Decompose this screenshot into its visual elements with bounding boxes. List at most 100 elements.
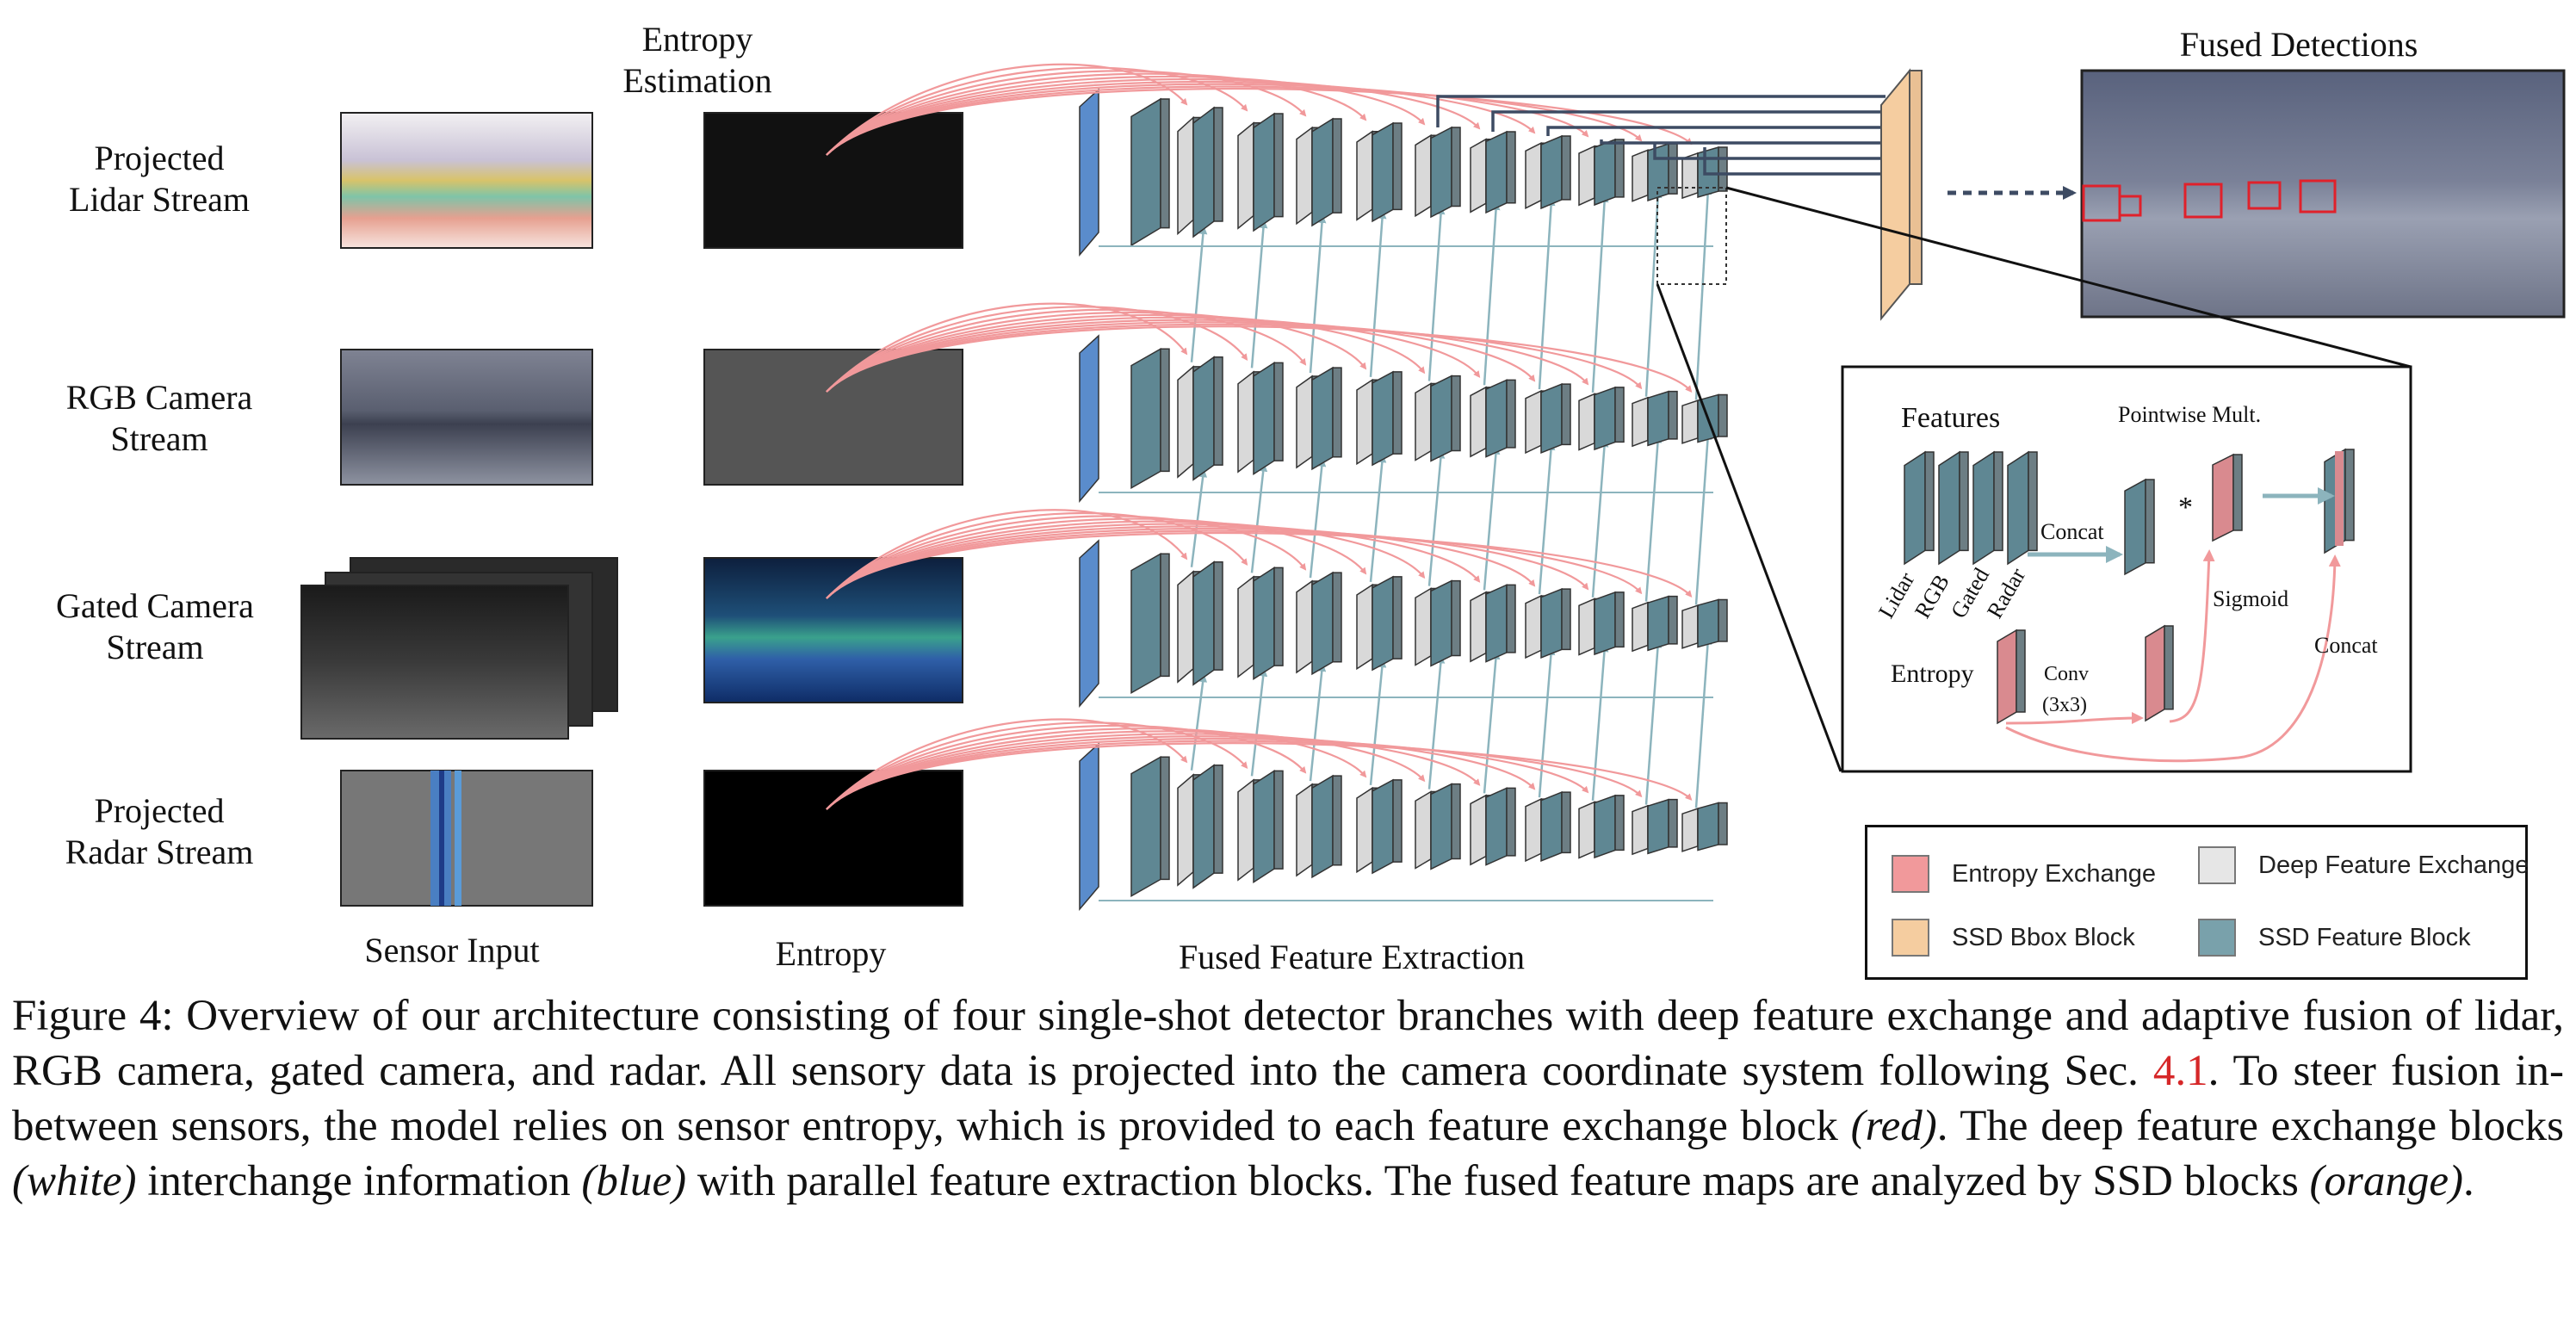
gated-entropy-image: [703, 557, 963, 703]
legend-swatch: [2198, 919, 2236, 957]
figure-caption: Figure 4: Overview of our architecture c…: [12, 988, 2564, 1209]
entropy-exchange-line: [826, 316, 1481, 393]
inset-conv-block: [2145, 624, 2174, 722]
feature-exchange-line: [1427, 206, 1446, 381]
ssd-feature-block: [1485, 130, 1516, 214]
ssd-feature-block: [1253, 567, 1284, 680]
feature-exchange-line: [1591, 194, 1609, 393]
feature-exchange-line: [1369, 454, 1387, 582]
entropy-estimation-line1: Entropy: [641, 20, 753, 59]
ssd-connection-line: [1703, 147, 1886, 176]
caption-italic: (blue): [581, 1157, 687, 1205]
radar-stream-label: Projected Radar Stream: [17, 790, 301, 873]
ssd-feature-block: [1594, 138, 1625, 207]
legend-item-ssd-bbox-block: SSD Bbox Block: [1892, 919, 2135, 957]
inset-blocks: [1904, 448, 2355, 725]
legend-item-deep-feature-exchange: Deep Feature Exchange: [2198, 846, 2529, 884]
feature-exchange-line: [1694, 186, 1712, 400]
fused-detections-title: Fused Detections: [2179, 25, 2418, 64]
feature-exchange-line: [1309, 457, 1327, 579]
caption-text: Overview of our architecture consisting …: [12, 992, 2564, 1095]
inset-features-label: Features: [1901, 402, 2000, 434]
entropy-exchange-line: [826, 724, 1307, 810]
ssd-feature-block: [1192, 356, 1223, 481]
ssd-feature-block: [1130, 755, 1170, 898]
feature-exchange-line: [1644, 189, 1663, 397]
inset-concat-label: Concat: [2040, 519, 2104, 544]
ssd-feature-block: [1130, 552, 1170, 695]
entropy-exchange-line: [826, 523, 1481, 599]
ssd-feature-block: [1130, 97, 1170, 247]
sensor-input-label: Sensor Input: [364, 931, 540, 969]
ssd-feature-block: [1485, 787, 1516, 866]
inset-feature-block: [1904, 450, 1935, 566]
radar-entropy-image: [703, 770, 963, 907]
entropy-exchange-line: [826, 515, 1307, 599]
rgb-stream-label-line2: Stream: [110, 419, 208, 458]
feature-exchange-line: [1427, 654, 1446, 790]
entropy-exchange-line: [826, 75, 1426, 156]
inset-feature-block: [2007, 450, 2038, 566]
inset-entropy-label: Entropy: [1891, 660, 1974, 688]
entropy-exchange-line: [826, 511, 1248, 599]
ssd-bbox-block: [1880, 68, 1923, 321]
feature-exchange-line: [1694, 430, 1712, 605]
rgb-stream-label-line1: RGB Camera: [65, 378, 253, 417]
ssd-feature-block: [1540, 790, 1571, 863]
entropy-exchange-line: [826, 520, 1426, 599]
entropy-estimation-label: Entropy Estimation: [560, 19, 835, 102]
ssd-feature-block: [1372, 575, 1403, 672]
gated-input-images: [300, 557, 618, 740]
caption-text: .: [2463, 1157, 2474, 1205]
gated-stream-label: Gated Camera Stream: [13, 585, 297, 668]
caption-text: . To steer fusion in-between sensors, th…: [12, 1047, 2564, 1150]
caption-text: with parallel feature extraction blocks.…: [686, 1157, 2310, 1205]
ssd-feature-block: [1697, 146, 1728, 198]
inset-feature-block: [1938, 450, 1969, 566]
ssd-connection-line: [1436, 95, 1886, 127]
fused-detections-image: [2080, 69, 2566, 319]
ssd-feature-block: [1647, 142, 1678, 202]
ssd-feature-block: [1697, 598, 1728, 648]
entropy-label: Entropy: [775, 934, 887, 973]
lidar-entropy-image: [703, 112, 963, 249]
caption-paragraph: Figure 4: Overview of our architecture c…: [12, 988, 2564, 1209]
inset-conv-label: Conv: [2044, 663, 2089, 685]
gated-stream-label-line2: Stream: [106, 628, 204, 666]
ssd-feature-block: [1594, 386, 1625, 451]
zoom-line-top: [1725, 186, 2412, 368]
lidar-stream-label-line2: Lidar Stream: [69, 180, 250, 219]
entropy-exchange-line: [826, 742, 1693, 810]
entropy-exchange-line: [826, 311, 1367, 393]
feature-exchange-line: [1250, 462, 1268, 573]
feature-exchange-line: [1483, 650, 1501, 794]
ssd-feature-block: [1311, 366, 1342, 471]
ssd-feature-block: [1430, 579, 1461, 667]
detection-box: [2247, 181, 2282, 210]
entropy-exchange-line: [826, 730, 1426, 810]
entropy-exchange-line: [826, 325, 1693, 393]
ssd-feature-block: [1372, 121, 1403, 223]
feature-exchange-line: [1538, 441, 1556, 595]
detection-box: [2183, 183, 2223, 219]
ssd-feature-block: [1647, 595, 1678, 652]
feature-exchange-line: [1309, 662, 1327, 782]
entropy-exchange-line: [826, 313, 1426, 393]
ssd-feature-block: [1540, 134, 1571, 210]
entropy-exchange-line: [826, 306, 1248, 393]
legend-label: Deep Feature Exchange: [2258, 851, 2530, 879]
inset-concat-block: [2124, 478, 2155, 576]
ssd-feature-block: [1430, 375, 1461, 462]
ssd-feature-block: [1253, 362, 1284, 475]
caption-section-link[interactable]: 4.1: [2152, 1047, 2208, 1095]
feature-exchange-line: [1190, 226, 1208, 362]
feature-exchange-line: [1250, 667, 1268, 777]
feature-exchange-line: [1190, 468, 1208, 567]
ssd-feature-block: [1311, 117, 1342, 227]
inset-fused-entropy-part: [2335, 451, 2344, 546]
caption-italic: (orange): [2309, 1157, 2463, 1205]
ssd-feature-block: [1485, 379, 1516, 458]
ssd-feature-block: [1647, 798, 1678, 855]
adaptive-fusion-inset: Features Pointwise Mult. * Concat Sigmoi…: [1841, 365, 2412, 773]
radar-stream-label-line1: Projected: [94, 791, 225, 830]
